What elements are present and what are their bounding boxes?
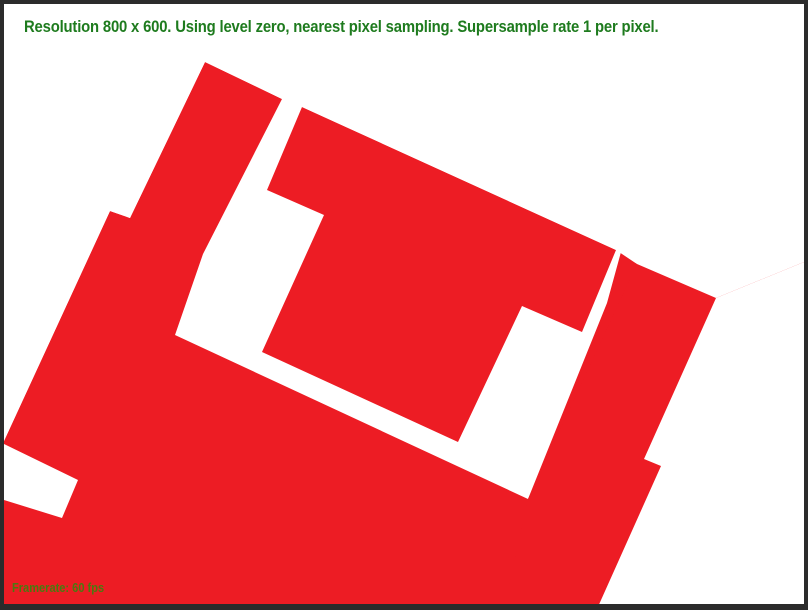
white-cutout-right	[599, 262, 804, 604]
white-cutouts	[4, 4, 804, 604]
white-cutout-top	[4, 4, 804, 441]
framerate-text: Framerate: 60 fps	[12, 580, 105, 595]
rotated-texture-shape	[4, 62, 804, 604]
render-viewport[interactable]: Resolution 800 x 600. Using level zero, …	[4, 4, 804, 604]
texture-scene	[4, 4, 804, 604]
red-shape-right-arm	[505, 264, 716, 604]
red-shape-top-block	[262, 107, 616, 442]
render-info-text: Resolution 800 x 600. Using level zero, …	[24, 18, 659, 36]
